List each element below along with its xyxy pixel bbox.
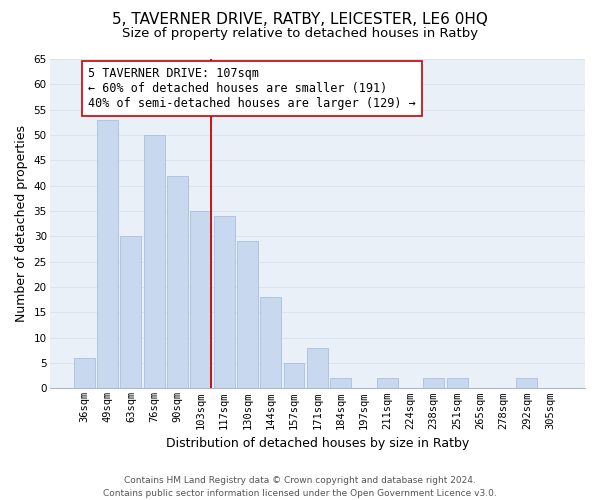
- Bar: [423, 378, 444, 388]
- Text: Size of property relative to detached houses in Ratby: Size of property relative to detached ho…: [122, 28, 478, 40]
- X-axis label: Distribution of detached houses by size in Ratby: Distribution of detached houses by size …: [166, 437, 469, 450]
- Bar: [214, 216, 235, 388]
- Bar: [260, 297, 281, 388]
- Bar: [446, 378, 467, 388]
- Bar: [144, 135, 165, 388]
- Y-axis label: Number of detached properties: Number of detached properties: [15, 125, 28, 322]
- Text: 5, TAVERNER DRIVE, RATBY, LEICESTER, LE6 0HQ: 5, TAVERNER DRIVE, RATBY, LEICESTER, LE6…: [112, 12, 488, 28]
- Bar: [517, 378, 538, 388]
- Bar: [167, 176, 188, 388]
- Bar: [121, 236, 142, 388]
- Bar: [74, 358, 95, 388]
- Bar: [190, 211, 211, 388]
- Bar: [284, 363, 304, 388]
- Bar: [377, 378, 398, 388]
- Text: 5 TAVERNER DRIVE: 107sqm
← 60% of detached houses are smaller (191)
40% of semi-: 5 TAVERNER DRIVE: 107sqm ← 60% of detach…: [88, 66, 416, 110]
- Text: Contains HM Land Registry data © Crown copyright and database right 2024.
Contai: Contains HM Land Registry data © Crown c…: [103, 476, 497, 498]
- Bar: [237, 242, 258, 388]
- Bar: [97, 120, 118, 388]
- Bar: [330, 378, 351, 388]
- Bar: [307, 348, 328, 389]
